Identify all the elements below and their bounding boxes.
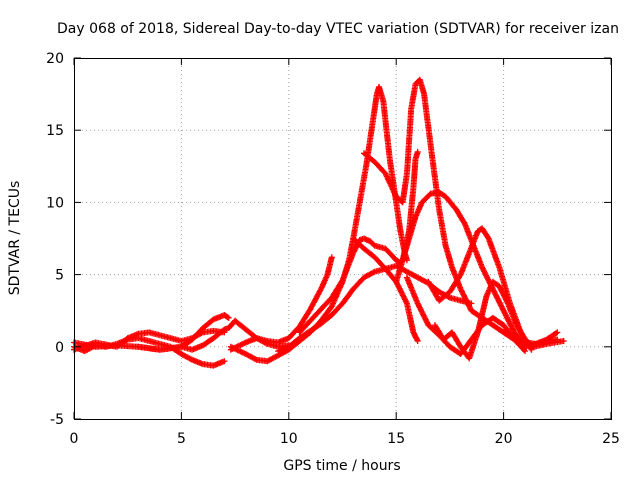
data-point — [370, 269, 377, 276]
plot-frame — [74, 58, 612, 420]
series-track-f — [227, 254, 335, 353]
data-point — [397, 288, 404, 295]
series-track-n — [403, 274, 529, 357]
data-point — [560, 338, 567, 344]
data-point — [237, 342, 244, 349]
data-point — [493, 294, 500, 301]
data-point — [224, 314, 231, 321]
data-point — [419, 310, 426, 316]
y-tick-label: 20 — [46, 51, 64, 67]
series-track-k — [350, 235, 421, 344]
y-tick-label: 15 — [46, 123, 64, 139]
series-track-p — [431, 278, 567, 362]
data-point — [510, 326, 516, 333]
y-tick-label: 0 — [55, 340, 64, 356]
data-point — [508, 322, 514, 329]
data-point — [402, 297, 409, 304]
data-point — [328, 254, 335, 261]
data-point — [501, 293, 508, 300]
ticks: 0 5 10 15 20 25 -5 0 5 10 15 20 — [46, 51, 620, 447]
y-tick-label: 10 — [46, 195, 64, 211]
x-tick-label: 10 — [280, 431, 298, 447]
data-point — [423, 318, 430, 325]
data-point — [414, 300, 421, 307]
x-tick-label: 5 — [177, 431, 186, 447]
data-point — [484, 234, 491, 241]
grid — [74, 58, 611, 419]
series-track-d — [135, 317, 292, 353]
data-point — [553, 330, 560, 337]
data-point — [521, 347, 527, 353]
x-axis-label: GPS time / hours — [283, 458, 400, 474]
y-tick-label: -5 — [50, 412, 64, 428]
y-tick-label: 5 — [55, 268, 64, 284]
series-track-i — [307, 83, 410, 336]
data-point — [187, 356, 194, 363]
data-point — [481, 269, 488, 276]
series-track-m — [393, 189, 561, 350]
data-point — [221, 358, 228, 365]
x-tick-label: 25 — [602, 431, 620, 447]
data-point — [499, 289, 506, 296]
data-point — [522, 348, 529, 355]
x-tick-label: 15 — [387, 431, 405, 447]
data-point — [554, 329, 561, 336]
data-point — [414, 148, 421, 155]
data-point — [505, 317, 512, 324]
data-point — [237, 348, 244, 355]
x-tick-label: 20 — [495, 431, 513, 447]
data-point — [414, 338, 421, 344]
data-point — [465, 302, 472, 309]
data-layer — [71, 76, 567, 369]
data-point — [225, 314, 232, 321]
y-axis-label: SDTVAR / TECUs — [7, 181, 23, 296]
chart-title: Day 068 of 2018, Sidereal Day-to-day VTE… — [57, 21, 619, 37]
x-tick-label: 0 — [70, 431, 79, 447]
